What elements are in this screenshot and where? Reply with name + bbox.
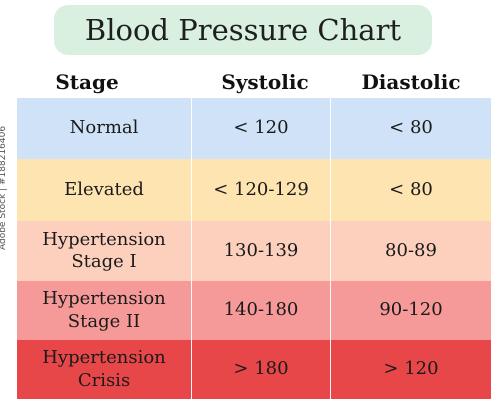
stage-label: Hypertension Crisis xyxy=(42,347,166,391)
table-row: Hypertension Stage II 140-180 90-120 xyxy=(17,281,491,340)
table-row: Hypertension Stage I 130-139 80-89 xyxy=(17,221,491,281)
table-row: Normal < 120 < 80 xyxy=(17,98,491,159)
systolic-cell: > 180 xyxy=(191,340,331,399)
diastolic-cell: 90-120 xyxy=(379,299,443,321)
title-banner: Blood Pressure Chart xyxy=(54,5,432,55)
table-row: Hypertension Crisis > 180 > 120 xyxy=(17,340,491,399)
stage-cell: Hypertension Crisis xyxy=(17,340,191,399)
page-title: Blood Pressure Chart xyxy=(84,12,402,47)
systolic-cell: < 120 xyxy=(191,98,331,159)
systolic-cell: < 120-129 xyxy=(191,159,331,221)
diastolic-cell: < 80 xyxy=(389,178,433,200)
systolic-cell: 140-180 xyxy=(191,281,331,340)
stage-cell: Hypertension Stage II xyxy=(17,281,191,340)
stage-cell: Normal xyxy=(17,98,191,159)
table-row: Elevated < 120-129 < 80 xyxy=(17,159,491,221)
stage-label: Hypertension Stage II xyxy=(42,288,166,332)
stage-label: Elevated xyxy=(64,178,144,200)
stage-label: Hypertension Stage I xyxy=(42,228,166,273)
header-diastolic: Diastolic xyxy=(361,70,461,94)
stage-label: Normal xyxy=(69,117,139,139)
stage-cell: Hypertension Stage I xyxy=(17,221,191,281)
systolic-cell: 130-139 xyxy=(191,221,331,281)
diastolic-cell: 80-89 xyxy=(385,239,437,261)
stage-cell: Elevated xyxy=(17,159,191,221)
header-systolic: Systolic xyxy=(221,70,309,94)
header-stage: Stage xyxy=(55,70,119,94)
diastolic-cell: < 80 xyxy=(389,117,433,139)
side-note: Adobe Stock | #188216406 xyxy=(0,125,8,250)
diastolic-cell: > 120 xyxy=(383,358,439,380)
